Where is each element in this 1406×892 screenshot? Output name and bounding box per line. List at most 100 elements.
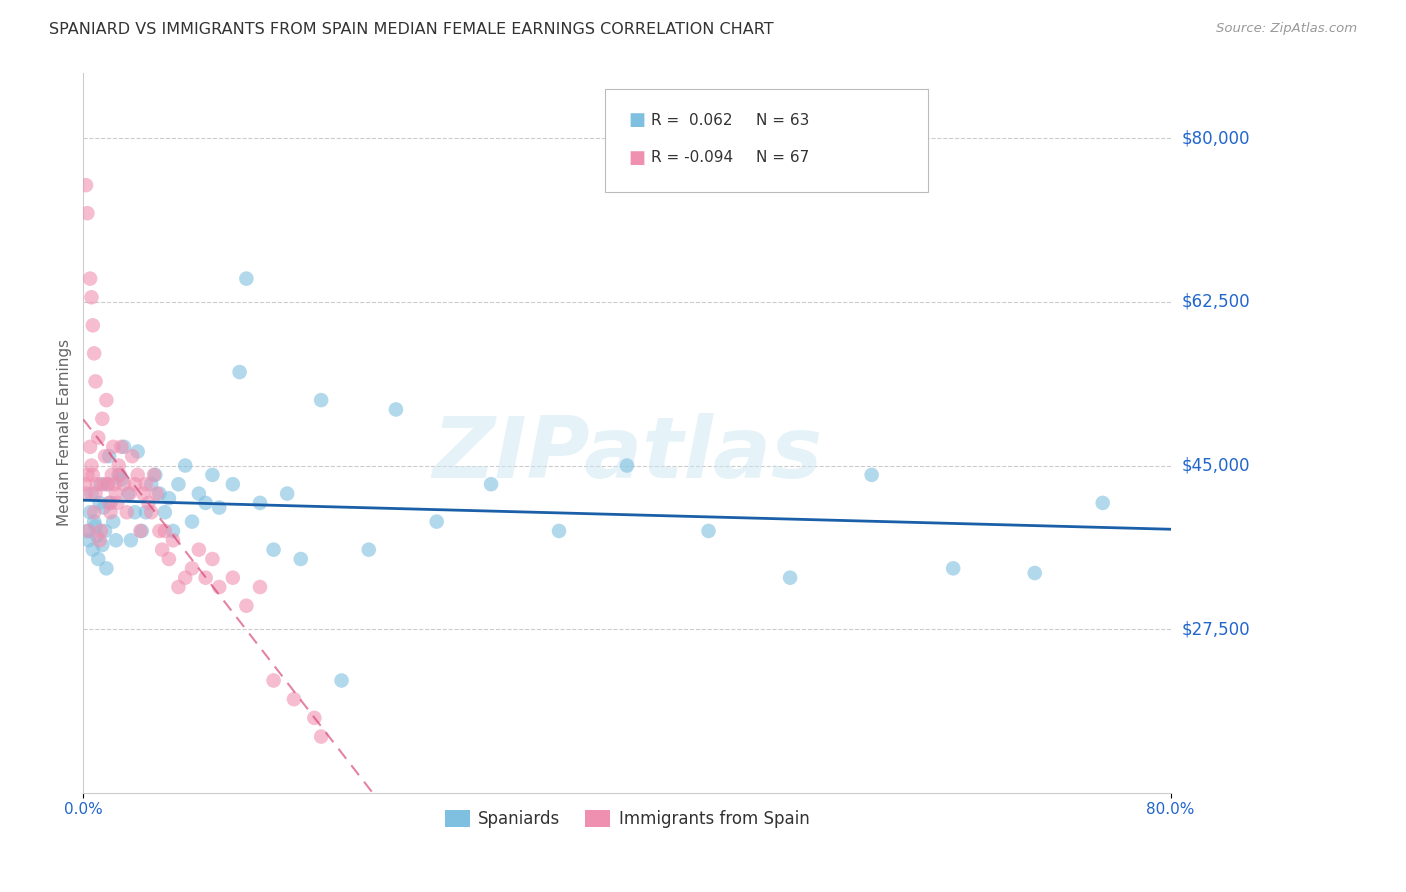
- Point: [89, 496, 111, 510]
- Point: [181, 561, 204, 575]
- Point: [153, 505, 176, 519]
- Point: [208, 500, 231, 515]
- Point: [90, 477, 112, 491]
- Point: [127, 467, 149, 482]
- Point: [118, 486, 141, 500]
- Point: [124, 505, 146, 519]
- Point: [98, 449, 121, 463]
- Point: [76, 206, 98, 220]
- Point: [222, 571, 245, 585]
- Point: [143, 467, 166, 482]
- Point: [112, 440, 135, 454]
- Point: [86, 528, 108, 542]
- Point: [309, 730, 332, 744]
- Y-axis label: Median Female Earnings: Median Female Earnings: [58, 339, 72, 526]
- Text: SPANIARD VS IMMIGRANTS FROM SPAIN MEDIAN FEMALE EARNINGS CORRELATION CHART: SPANIARD VS IMMIGRANTS FROM SPAIN MEDIAN…: [49, 22, 773, 37]
- Point: [87, 430, 110, 444]
- Point: [304, 711, 326, 725]
- Point: [107, 467, 129, 482]
- Point: [80, 486, 103, 500]
- Point: [83, 346, 105, 360]
- Point: [860, 467, 883, 482]
- Point: [174, 571, 197, 585]
- Point: [201, 552, 224, 566]
- Point: [249, 580, 271, 594]
- Point: [129, 524, 152, 538]
- Point: [131, 524, 153, 538]
- Point: [330, 673, 353, 688]
- Point: [157, 552, 180, 566]
- Point: [93, 477, 115, 491]
- Point: [83, 505, 105, 519]
- Point: [228, 365, 250, 379]
- Point: [426, 515, 449, 529]
- Point: [76, 467, 98, 482]
- Point: [82, 318, 104, 333]
- Point: [91, 412, 114, 426]
- Point: [263, 673, 285, 688]
- Text: $27,500: $27,500: [1182, 620, 1250, 638]
- Text: $80,000: $80,000: [1182, 129, 1250, 147]
- Point: [162, 524, 184, 538]
- Point: [82, 542, 104, 557]
- Point: [82, 467, 104, 482]
- Text: N = 63: N = 63: [756, 113, 810, 128]
- Text: R = -0.094: R = -0.094: [651, 151, 733, 165]
- Point: [104, 533, 127, 548]
- Point: [779, 571, 801, 585]
- Point: [283, 692, 305, 706]
- Point: [103, 477, 125, 491]
- Point: [141, 505, 163, 519]
- Point: [80, 458, 103, 473]
- Point: [479, 477, 502, 491]
- Text: ■: ■: [628, 112, 645, 129]
- Point: [1024, 566, 1046, 580]
- Point: [97, 477, 120, 491]
- Text: R =  0.062: R = 0.062: [651, 113, 733, 128]
- Point: [100, 505, 122, 519]
- Point: [96, 393, 118, 408]
- Point: [548, 524, 571, 538]
- Point: [79, 505, 101, 519]
- Point: [79, 440, 101, 454]
- Point: [75, 486, 97, 500]
- Point: [135, 505, 157, 519]
- Point: [76, 524, 98, 538]
- Point: [290, 552, 312, 566]
- Point: [80, 290, 103, 304]
- Text: N = 67: N = 67: [756, 151, 810, 165]
- Point: [276, 486, 298, 500]
- Point: [96, 561, 118, 575]
- Point: [187, 486, 209, 500]
- Text: $62,500: $62,500: [1182, 293, 1250, 311]
- Point: [104, 486, 127, 500]
- Point: [107, 458, 129, 473]
- Point: [84, 375, 107, 389]
- Point: [87, 552, 110, 566]
- Point: [83, 515, 105, 529]
- Point: [385, 402, 408, 417]
- Point: [110, 473, 132, 487]
- Point: [235, 271, 257, 285]
- Point: [153, 524, 176, 538]
- Point: [309, 393, 332, 408]
- Point: [77, 533, 100, 548]
- Point: [135, 477, 157, 491]
- Point: [108, 467, 131, 482]
- Point: [357, 542, 380, 557]
- Point: [75, 178, 97, 193]
- Point: [91, 538, 114, 552]
- Point: [112, 477, 135, 491]
- Point: [132, 486, 155, 500]
- Text: $45,000: $45,000: [1182, 457, 1250, 475]
- Legend: Spaniards, Immigrants from Spain: Spaniards, Immigrants from Spain: [439, 803, 815, 835]
- Point: [148, 486, 170, 500]
- Point: [616, 458, 638, 473]
- Point: [194, 496, 217, 510]
- Point: [249, 496, 271, 510]
- Point: [150, 542, 173, 557]
- Point: [100, 496, 122, 510]
- Point: [120, 533, 142, 548]
- Point: [121, 449, 143, 463]
- Point: [93, 500, 115, 515]
